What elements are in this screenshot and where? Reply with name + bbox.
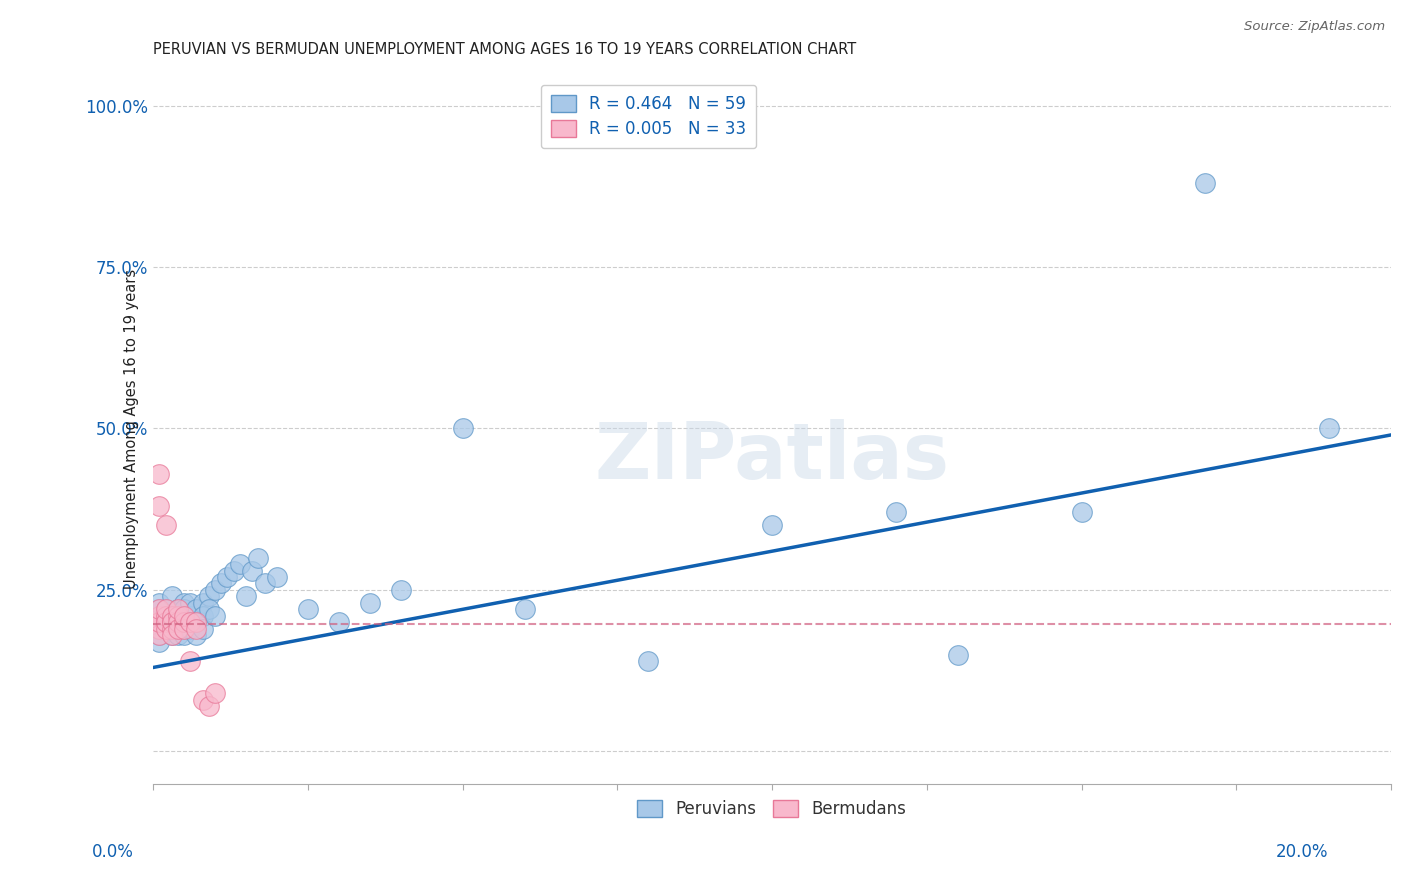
Text: ZIPatlas: ZIPatlas <box>595 419 949 495</box>
Point <box>155 615 177 630</box>
Point <box>247 550 270 565</box>
Point <box>148 615 170 630</box>
Point <box>209 576 232 591</box>
Point <box>155 608 177 623</box>
Point <box>1317 421 1340 435</box>
Point <box>1070 505 1092 519</box>
Point <box>451 421 474 435</box>
Point <box>179 596 201 610</box>
Point <box>946 648 969 662</box>
Point <box>160 590 183 604</box>
Point <box>167 628 190 642</box>
Point <box>191 608 214 623</box>
Point <box>148 596 170 610</box>
Point <box>204 686 226 700</box>
Point <box>222 564 245 578</box>
Text: 0.0%: 0.0% <box>91 843 134 861</box>
Point <box>229 557 252 571</box>
Point <box>167 602 190 616</box>
Point <box>186 628 208 642</box>
Point <box>513 602 536 616</box>
Point <box>235 590 257 604</box>
Point <box>173 615 195 630</box>
Point <box>148 615 170 630</box>
Point <box>155 615 177 630</box>
Point <box>179 615 201 630</box>
Point <box>167 622 190 636</box>
Point <box>148 467 170 481</box>
Point <box>160 615 183 630</box>
Point <box>155 602 177 616</box>
Point <box>637 654 659 668</box>
Point <box>240 564 263 578</box>
Point <box>167 622 190 636</box>
Point <box>179 654 201 668</box>
Point <box>148 608 170 623</box>
Legend: Peruvians, Bermudans: Peruvians, Bermudans <box>631 794 914 825</box>
Point <box>160 608 183 623</box>
Point <box>186 622 208 636</box>
Point <box>148 628 170 642</box>
Point <box>186 615 208 630</box>
Point <box>155 622 177 636</box>
Point <box>160 622 183 636</box>
Point <box>198 699 221 714</box>
Point <box>204 608 226 623</box>
Point <box>148 602 170 616</box>
Point <box>179 615 201 630</box>
Point <box>217 570 239 584</box>
Point <box>148 602 170 616</box>
Point <box>148 499 170 513</box>
Point <box>173 602 195 616</box>
Point <box>160 628 183 642</box>
Point <box>148 622 170 636</box>
Point <box>191 692 214 706</box>
Point <box>167 615 190 630</box>
Point <box>173 615 195 630</box>
Point <box>155 602 177 616</box>
Point <box>155 518 177 533</box>
Point <box>155 615 177 630</box>
Point <box>198 590 221 604</box>
Point <box>160 628 183 642</box>
Point <box>148 634 170 648</box>
Point <box>761 518 783 533</box>
Point <box>179 622 201 636</box>
Point <box>191 596 214 610</box>
Point <box>389 582 412 597</box>
Point <box>204 582 226 597</box>
Point <box>160 608 183 623</box>
Point <box>186 602 208 616</box>
Point <box>328 615 350 630</box>
Point <box>191 622 214 636</box>
Point <box>198 602 221 616</box>
Point <box>253 576 276 591</box>
Point <box>148 615 170 630</box>
Point <box>173 628 195 642</box>
Point <box>155 608 177 623</box>
Text: Source: ZipAtlas.com: Source: ZipAtlas.com <box>1244 20 1385 33</box>
Point <box>266 570 288 584</box>
Point <box>160 615 183 630</box>
Point <box>297 602 319 616</box>
Point <box>155 622 177 636</box>
Text: 20.0%: 20.0% <box>1277 843 1329 861</box>
Y-axis label: Unemployment Among Ages 16 to 19 years: Unemployment Among Ages 16 to 19 years <box>124 268 139 589</box>
Point <box>167 608 190 623</box>
Point <box>884 505 907 519</box>
Point <box>167 602 190 616</box>
Point <box>148 628 170 642</box>
Point <box>160 615 183 630</box>
Point <box>179 608 201 623</box>
Point <box>173 622 195 636</box>
Point <box>167 615 190 630</box>
Point <box>1194 176 1216 190</box>
Point <box>173 596 195 610</box>
Point <box>359 596 381 610</box>
Point <box>186 615 208 630</box>
Point <box>167 608 190 623</box>
Text: PERUVIAN VS BERMUDAN UNEMPLOYMENT AMONG AGES 16 TO 19 YEARS CORRELATION CHART: PERUVIAN VS BERMUDAN UNEMPLOYMENT AMONG … <box>153 42 856 57</box>
Point <box>173 608 195 623</box>
Point <box>173 622 195 636</box>
